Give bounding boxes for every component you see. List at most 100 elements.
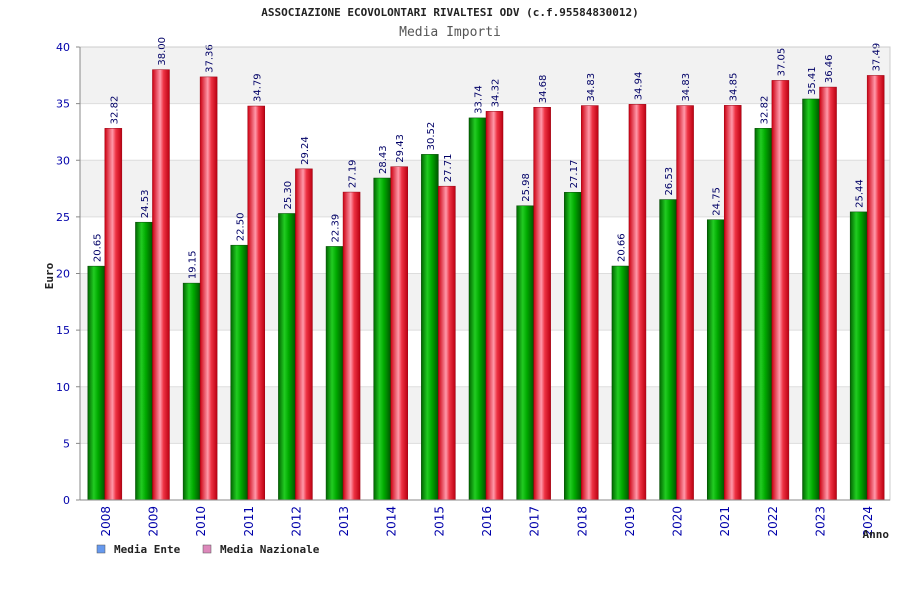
x-tick-label: 2010 [194,506,208,537]
y-tick-label: 15 [56,324,70,337]
x-tick-label: 2021 [718,506,732,537]
data-label: 29.24 [300,136,311,165]
bar-media-nazionale [199,76,218,501]
chart-subtitle: Media Importi [399,25,501,40]
bar-media-ente [468,117,487,501]
bar-media-nazionale [723,105,742,501]
bar-media-ente [706,219,725,501]
x-axis-title: Anno [863,528,890,541]
data-label: 38.00 [157,37,168,66]
y-tick-label: 35 [56,98,70,111]
x-tick-label: 2019 [623,506,637,537]
data-label: 19.15 [188,250,199,279]
data-label: 34.94 [633,72,644,101]
bar-media-nazionale [771,80,790,501]
bar-media-ente [516,205,534,501]
data-label: 36.46 [824,54,835,83]
y-tick-label: 5 [63,437,70,450]
data-label: 35.41 [807,66,818,95]
data-label: 30.52 [426,122,437,151]
bar-media-ente [230,244,249,501]
bar-media-ente [659,199,677,501]
bar-media-ente [802,98,820,501]
data-label: 37.05 [776,48,787,77]
bar-media-nazionale [819,86,837,501]
data-label: 24.75 [712,187,723,216]
bar-media-nazionale [152,69,170,501]
bar-media-nazionale [390,166,408,501]
bar-media-ente [564,192,582,501]
data-label: 32.82 [759,96,770,125]
bar-media-nazionale [104,128,123,501]
bar-media-nazionale [581,105,599,501]
bar-media-ente [373,177,391,501]
bar-media-nazionale [628,104,647,501]
data-label: 32.82 [109,96,120,125]
data-label: 34.83 [681,73,692,102]
y-tick-label: 20 [56,268,70,281]
data-label: 34.83 [586,73,597,102]
legend-swatch [202,544,212,554]
bar-media-ente [754,128,773,501]
x-tick-label: 2022 [766,506,780,537]
x-tick-label: 2024 [861,506,875,537]
data-label: 27.17 [569,160,580,189]
bar-media-ente [325,246,344,501]
bar-media-nazionale [247,105,266,501]
data-label: 22.39 [331,214,342,243]
x-tick-label: 2017 [528,506,542,537]
data-label: 25.98 [521,173,532,202]
bar-media-nazionale [438,185,456,501]
data-label: 26.53 [664,167,675,196]
data-label: 33.74 [474,85,485,114]
bar-media-ente [278,213,296,501]
data-label: 20.65 [92,233,103,262]
bar-media-ente [135,221,153,501]
bar-media-ente [87,265,106,501]
y-tick-label: 10 [56,381,70,394]
x-tick-label: 2016 [480,506,494,537]
data-label: 20.66 [616,233,627,262]
bar-media-ente [421,154,439,501]
data-label: 27.71 [443,154,454,183]
bar-media-ente [182,282,201,501]
x-tick-label: 2011 [242,506,256,537]
data-label: 37.49 [872,43,883,72]
data-label: 37.36 [205,44,216,73]
y-tick-label: 25 [56,211,70,224]
legend-label: Media Nazionale [220,543,320,556]
x-tick-label: 2008 [99,506,113,537]
data-label: 34.85 [729,73,740,102]
data-label: 34.68 [538,75,549,104]
data-label: 25.30 [283,181,294,210]
x-tick-label: 2020 [671,506,685,537]
x-tick-label: 2018 [575,506,589,537]
x-tick-label: 2014 [385,506,399,537]
bar-media-nazionale [866,75,885,501]
bar-media-nazionale [533,106,551,501]
bar-media-nazionale [295,168,313,501]
x-tick-label: 2015 [432,506,446,537]
y-tick-label: 30 [56,154,70,167]
bar-media-nazionale [485,111,504,501]
y-tick-label: 40 [56,41,70,54]
data-label: 24.53 [140,190,151,219]
bar-media-ente [849,211,868,501]
data-label: 27.19 [348,159,359,188]
data-label: 34.79 [252,73,263,102]
bar-media-ente [611,265,630,501]
x-tick-label: 2013 [337,506,351,537]
data-label: 29.43 [395,134,406,163]
data-label: 34.32 [491,79,502,108]
legend-swatch [96,544,106,554]
data-label: 28.43 [378,145,389,174]
chart-title: ASSOCIAZIONE ECOVOLONTARI RIVALTESI ODV … [261,6,639,19]
x-tick-label: 2009 [146,506,160,537]
legend-label: Media Ente [114,543,181,556]
bar-media-nazionale [342,191,361,501]
y-tick-label: 0 [63,494,70,507]
data-label: 22.50 [235,213,246,242]
y-axis-title: Euro [43,262,56,289]
